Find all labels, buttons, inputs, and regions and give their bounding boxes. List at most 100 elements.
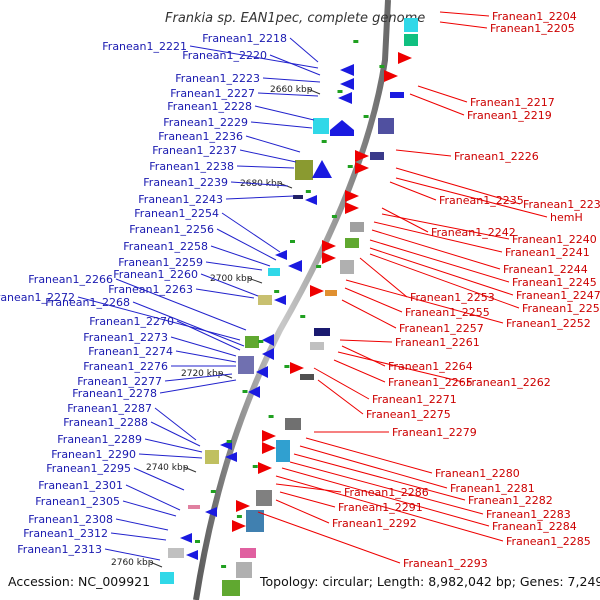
gene-label-right[interactable]: Franean1_2253: [410, 291, 495, 304]
gene-label-left[interactable]: Franean1_2305: [35, 495, 120, 508]
gene-label-left[interactable]: Franean1_2218: [202, 32, 287, 45]
gene-label-right[interactable]: Franean1_2252: [506, 317, 591, 330]
gene-label-left[interactable]: Franean1_2256: [129, 223, 214, 236]
gene-label-right[interactable]: Franean1_2242: [431, 226, 516, 239]
gene-label-right[interactable]: Franean1_2279: [392, 426, 477, 439]
gene-label-left[interactable]: Franean1_2220: [182, 49, 267, 62]
right-connector-line: [281, 467, 490, 527]
gene-label-right[interactable]: Franean1_2205: [490, 22, 575, 35]
gene-label-left[interactable]: Franean1_2308: [28, 513, 113, 526]
gene-label-left[interactable]: Franean1_2228: [167, 100, 252, 113]
gene-label-left[interactable]: Franean1_2236: [158, 130, 243, 143]
left-connector-line: [150, 421, 201, 447]
gene-label-right[interactable]: Franean1_2280: [435, 467, 520, 480]
right-connector-line: [275, 499, 330, 524]
gene-label-left[interactable]: Franean1_2289: [57, 433, 142, 446]
right-connector-line: [289, 461, 484, 515]
gene-label-right[interactable]: Franean1_2282: [468, 494, 553, 507]
gene-label-left[interactable]: Franean1_2287: [67, 402, 152, 415]
gene-label-right[interactable]: Franean1_2255: [405, 306, 490, 319]
gene-label-right[interactable]: Franean1_2275: [366, 408, 451, 421]
gene-tick: [221, 565, 227, 568]
gene-label-right[interactable]: Franean1_2265: [388, 376, 473, 389]
kbp-label: 2720 kbp: [181, 369, 224, 379]
gene-label-right[interactable]: Franean1_2250: [522, 302, 600, 315]
right-connector-line: [373, 221, 503, 253]
left-connector-line: [239, 149, 297, 163]
right-connector-line: [409, 93, 465, 116]
gene-label-left[interactable]: Franean1_2270: [89, 315, 174, 328]
gene-label-right[interactable]: Franean1_2293: [403, 557, 488, 570]
gene-label-right[interactable]: Franean1_2264: [388, 360, 473, 373]
gene-label-right[interactable]: Franean1_2262: [466, 376, 551, 389]
gene-label-left[interactable]: Franean1_2229: [163, 116, 248, 129]
gene-tick: [284, 365, 290, 368]
gene-label-left[interactable]: Franean1_2272: [0, 291, 75, 304]
left-connector-line: [154, 407, 197, 441]
gene-label-left[interactable]: Franean1_2239: [143, 176, 228, 189]
right-connector-line: [389, 181, 437, 201]
gene-label-left[interactable]: Franean1_2263: [108, 283, 193, 296]
gene-label-left[interactable]: Franean1_2268: [45, 296, 130, 309]
gene-label-left[interactable]: Franean1_2301: [38, 479, 123, 492]
gene-label-left[interactable]: Franean1_2273: [83, 331, 168, 344]
gene-label-right[interactable]: Franean1_2245: [512, 276, 597, 289]
left-connector-line: [262, 77, 321, 83]
gene-label-right[interactable]: Franean1_2204: [492, 10, 577, 23]
reverse-strand-features: [160, 64, 354, 584]
left-connector-line: [195, 288, 255, 299]
gene-label-left[interactable]: Franean1_2266: [28, 273, 113, 286]
topology-label: Topology: circular; Length: 8,982,042 bp…: [259, 574, 600, 589]
kbp-label: 2760 kbp: [111, 558, 154, 568]
gene-label-left[interactable]: Franean1_2221: [102, 40, 187, 53]
right-connector-line: [339, 339, 393, 343]
gene-label-right[interactable]: Franean1_2286: [344, 486, 429, 499]
right-connector-line: [371, 229, 501, 270]
gene-label-left[interactable]: Franean1_2295: [46, 462, 131, 475]
gene-label-right[interactable]: Franean1_2226: [454, 150, 539, 163]
gene-label-right[interactable]: Franean1_2257: [399, 322, 484, 335]
gene-tick: [363, 115, 369, 118]
gene-label-right[interactable]: Franean1_2284: [492, 520, 577, 533]
left-connector-line: [115, 278, 247, 331]
gene-label-left[interactable]: Franean1_2258: [123, 240, 208, 253]
gene-label-right[interactable]: Franean1_2217: [470, 96, 555, 109]
gene-tick: [274, 290, 280, 293]
gene-label-left[interactable]: Franean1_2238: [149, 160, 234, 173]
gene-label-left[interactable]: Franean1_2276: [83, 360, 168, 373]
left-connector-line: [104, 548, 161, 561]
gene-label-left[interactable]: Franean1_2312: [23, 527, 108, 540]
gene-tick: [242, 390, 248, 393]
gene-label-right[interactable]: Franean1_2292: [332, 517, 417, 530]
gene-label-right[interactable]: Franean1_2261: [395, 336, 480, 349]
gene-label-right[interactable]: Franean1_2247: [516, 289, 600, 302]
gene-label-right[interactable]: hemH: [550, 211, 583, 224]
gene-label-left[interactable]: Franean1_2243: [138, 193, 223, 206]
gene-label-right[interactable]: Franean1_2291: [338, 501, 423, 514]
gene-label-left[interactable]: Franean1_2288: [63, 416, 148, 429]
gene-label-left[interactable]: Franean1_2277: [77, 375, 162, 388]
gene-label-left[interactable]: Franean1_2259: [118, 256, 203, 269]
gene-label-right[interactable]: Franean1_2240: [512, 233, 597, 246]
kbp-label: 2700 kbp: [210, 274, 253, 284]
gene-label-right[interactable]: Franean1_2241: [505, 246, 590, 259]
gene-label-left[interactable]: Franean1_2290: [51, 448, 136, 461]
gene-label-left[interactable]: Franean1_2227: [170, 87, 255, 100]
gene-label-right[interactable]: Franean1_2281: [450, 482, 535, 495]
gene-label-left[interactable]: Franean1_2223: [175, 72, 260, 85]
gene-label-right[interactable]: Franean1_2283: [486, 508, 571, 521]
gene-label-right[interactable]: Franean1_2219: [467, 109, 552, 122]
gene-label-right[interactable]: Franean1_2244: [503, 263, 588, 276]
gene-label-right[interactable]: Franean1_2231: [523, 198, 600, 211]
left-connector-line: [125, 484, 181, 511]
gene-label-right[interactable]: Franean1_2285: [506, 535, 591, 548]
gene-label-left[interactable]: Franean1_2260: [113, 268, 198, 281]
gene-label-left[interactable]: Franean1_2313: [17, 543, 102, 556]
gene-label-left[interactable]: Franean1_2237: [152, 144, 237, 157]
gene-label-left[interactable]: Franean1_2254: [134, 207, 219, 220]
gene-label-left[interactable]: Franean1_2278: [72, 387, 157, 400]
gene-label-right[interactable]: Franean1_2271: [372, 393, 457, 406]
gene-label-left[interactable]: Franean1_2274: [88, 345, 173, 358]
gene-label-right[interactable]: Franean1_2235: [439, 194, 524, 207]
